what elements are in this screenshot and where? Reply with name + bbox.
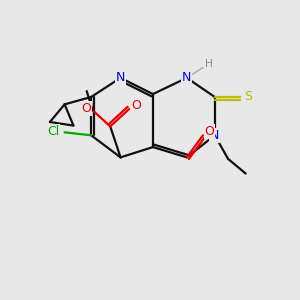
Text: Cl: Cl [47,125,59,138]
Text: N: N [116,71,125,84]
Text: N: N [210,129,220,142]
Text: H: H [205,59,213,69]
Text: O: O [205,125,214,138]
Text: S: S [244,90,252,103]
Text: O: O [131,99,141,112]
Text: O: O [81,102,91,115]
Text: N: N [182,71,191,84]
